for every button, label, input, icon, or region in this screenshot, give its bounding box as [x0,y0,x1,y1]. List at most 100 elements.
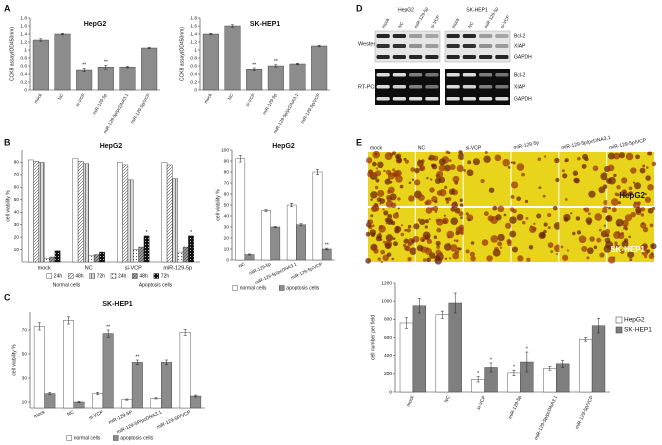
x-tick-label: mock [406,394,417,407]
stained-cell [366,157,373,164]
stained-cell [510,161,513,164]
bar [143,235,150,263]
y-tick-label: 0.6 [190,63,197,69]
stained-cell [463,168,467,172]
stained-cell [480,178,485,184]
stained-cell [386,252,392,257]
stained-cell [466,169,474,177]
stained-cell [444,257,448,260]
stained-cell [624,214,632,222]
stained-cell [644,192,647,196]
stained-cell [516,196,521,202]
stained-cell [622,227,626,230]
stained-cell [402,243,407,248]
stained-cell [494,154,502,162]
legend-swatch [67,273,74,279]
y-tick-label: 20 [14,234,20,240]
stained-cell [444,164,451,172]
stained-cell [443,243,452,251]
bar [270,226,281,261]
stained-cell [448,159,452,163]
stained-cell [435,240,441,246]
blot-lane-label: NC [397,20,405,29]
y-tick-label: 70 [224,180,230,186]
micrographs [365,150,657,265]
legend-swatch [66,435,72,441]
error-bar [126,66,129,69]
bar [296,224,306,261]
stained-cell [570,212,573,215]
stained-cell [627,250,635,259]
bar [73,401,85,409]
bar [166,164,173,263]
stained-cell [537,157,542,162]
y-tick-label: 0.2 [190,79,197,85]
stained-cell [581,245,588,252]
significance-mark: ** [104,60,108,66]
y-axis-label: cell viability % [215,189,221,221]
gel-band [376,85,390,89]
stained-cell [635,154,640,160]
bar [92,393,104,409]
error-bar [264,209,268,212]
micrograph-row-label: HepG2 [619,191,645,200]
stained-cell [428,157,431,161]
stained-cell [488,187,495,194]
micrograph-label: miR-129-5p/pcDNA3.1 [561,135,612,151]
gel-band [425,73,439,77]
y-tick-label: 70 [22,327,28,333]
bar [54,250,61,263]
stained-cell [484,150,488,155]
stained-cell [550,250,554,253]
bar [63,320,74,409]
y-tick-label: 1 [194,47,197,53]
stained-cell [538,186,542,189]
x-tick-label: si-VCP [245,93,256,108]
panel-label: A [4,3,11,13]
y-tick-label: 10 [14,247,20,253]
error-bar [183,329,187,336]
stained-cell [613,245,617,249]
stained-cell [608,176,616,185]
error-bar [39,38,43,42]
bar [49,256,56,263]
stained-cell [377,189,385,197]
bar [412,305,427,393]
stained-cell [525,216,529,220]
bar [246,68,263,91]
y-axis-label: cell viability % [11,344,17,376]
stained-cell [387,172,396,180]
micrograph-label: NC [418,145,426,151]
x-tick-label: mock [38,265,51,271]
stained-cell [543,155,547,158]
stained-cell [419,165,426,171]
stained-cell [651,206,656,211]
stained-cell [426,176,429,180]
error-bar [61,32,64,36]
stained-cell [395,169,402,177]
stained-cell [526,257,531,262]
stained-cell [455,239,459,243]
micrograph-label: miR-129-5p/VCP [609,137,648,151]
blot-cell-line: HepG2 [398,7,414,13]
bar [235,158,246,261]
legend-label: apoptosis cells [120,435,153,441]
legend-swatch [279,285,285,291]
bar [117,162,123,263]
stained-cell [382,208,385,211]
significance-mark: ** [274,59,278,65]
stained-cell [576,230,582,235]
bar [286,204,297,261]
stained-cell [605,233,610,238]
stained-cell [460,150,463,154]
stained-cell [644,196,652,203]
blot-band [446,55,460,59]
y-tick-label: 100 [221,147,229,153]
gel-band [376,97,390,101]
y-tick-label: 800 [384,317,392,323]
stained-cell [387,214,393,219]
stained-cell [417,218,421,222]
bar [28,159,34,263]
stained-cell [391,257,395,261]
stained-cell [628,191,633,196]
